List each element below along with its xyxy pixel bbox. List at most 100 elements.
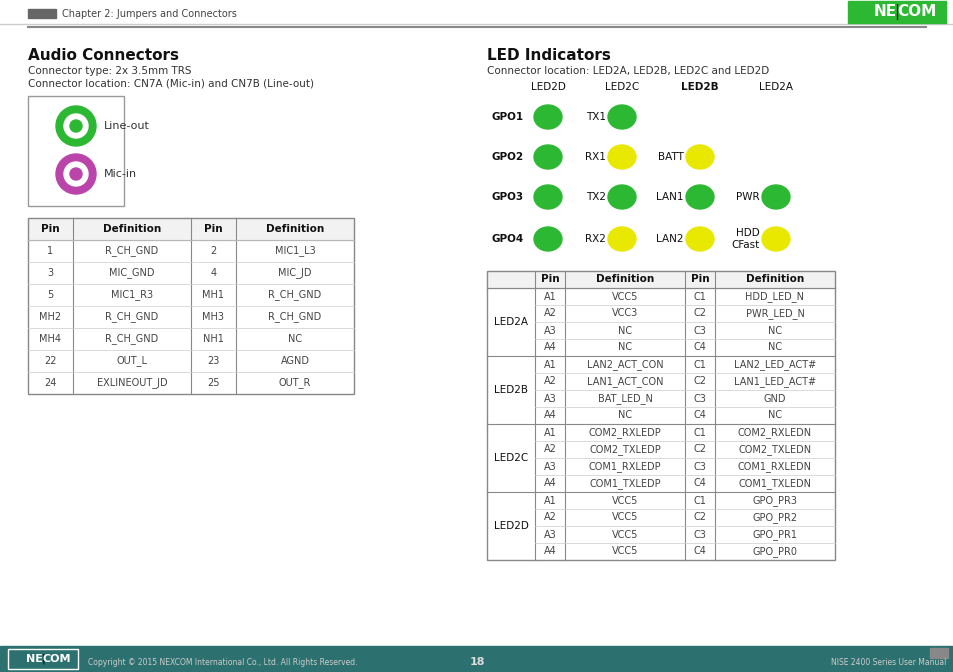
Text: NH1: NH1 [203,334,224,344]
Text: GPO2: GPO2 [492,152,523,162]
Text: A4: A4 [543,411,556,421]
Circle shape [64,114,88,138]
Text: VCC5: VCC5 [611,546,638,556]
Text: LED Indicators: LED Indicators [486,48,610,63]
Text: COM2_TXLEDP: COM2_TXLEDP [589,444,660,455]
Text: GPO_PR0: GPO_PR0 [752,546,797,557]
Text: MH3: MH3 [202,312,224,322]
Circle shape [56,106,96,146]
Text: VCC5: VCC5 [611,513,638,523]
Bar [486,271,834,560]
Text: 4: 4 [211,268,216,278]
Bar [8,649,78,669]
Text: GPO4: GPO4 [492,234,524,244]
Text: A2: A2 [543,444,556,454]
Text: LED2B: LED2B [494,385,527,395]
Text: A4: A4 [543,343,556,353]
Text: C1: C1 [693,495,706,505]
Bar [28,96,124,206]
Circle shape [56,154,96,194]
Text: A4: A4 [543,546,556,556]
Bar [28,218,354,240]
Text: A1: A1 [543,360,556,370]
Text: LED2A: LED2A [494,317,527,327]
Text: R_CH_GND: R_CH_GND [268,312,321,323]
Circle shape [64,162,88,186]
Text: C4: C4 [693,343,706,353]
Text: MIC1_L3: MIC1_L3 [274,245,315,257]
Text: C2: C2 [693,376,706,386]
Text: MH4: MH4 [39,334,61,344]
Text: NE: NE [26,654,43,664]
Text: COM2_TXLEDN: COM2_TXLEDN [738,444,811,455]
Text: NC: NC [618,343,632,353]
Text: GPO_PR1: GPO_PR1 [752,529,797,540]
Ellipse shape [534,185,561,209]
Text: Pin: Pin [690,274,709,284]
Text: LAN1_ACT_CON: LAN1_ACT_CON [586,376,662,387]
Text: GND: GND [763,394,785,403]
Ellipse shape [607,105,636,129]
Text: LAN2_LED_ACT#: LAN2_LED_ACT# [733,359,815,370]
Text: TX1: TX1 [585,112,605,122]
Text: Pin: Pin [204,224,223,234]
Ellipse shape [534,227,561,251]
Ellipse shape [761,185,789,209]
Text: Line-out: Line-out [104,121,150,131]
Bar [8,649,78,669]
Text: A3: A3 [543,462,556,472]
Text: PWR: PWR [736,192,760,202]
Text: A2: A2 [543,513,556,523]
Text: COM1_TXLEDN: COM1_TXLEDN [738,478,811,489]
Text: A1: A1 [543,292,556,302]
Text: NC: NC [618,411,632,421]
Text: R_CH_GND: R_CH_GND [105,245,158,257]
Text: AGND: AGND [280,356,309,366]
Text: HDD_LED_N: HDD_LED_N [744,291,803,302]
Text: 3: 3 [48,268,53,278]
Text: NC: NC [618,325,632,335]
Text: COM2_RXLEDP: COM2_RXLEDP [588,427,660,438]
Ellipse shape [534,105,561,129]
Text: Definition: Definition [596,274,654,284]
Text: A2: A2 [543,376,556,386]
Text: TX2: TX2 [585,192,605,202]
Text: NISE 2400 Series User Manual: NISE 2400 Series User Manual [830,658,945,667]
Text: VCC3: VCC3 [611,308,638,319]
Bar [929,648,947,658]
Text: OUT_R: OUT_R [278,378,311,388]
Text: PWR_LED_N: PWR_LED_N [745,308,803,319]
Text: |: | [41,654,45,664]
Text: C2: C2 [693,513,706,523]
Text: A3: A3 [543,530,556,540]
Text: Chapter 2: Jumpers and Connectors: Chapter 2: Jumpers and Connectors [62,9,236,19]
Text: C4: C4 [693,411,706,421]
Text: GPO_PR3: GPO_PR3 [752,495,797,506]
Text: MIC_JD: MIC_JD [278,267,312,278]
Text: C2: C2 [693,308,706,319]
Text: Copyright © 2015 NEXCOM International Co., Ltd. All Rights Reserved.: Copyright © 2015 NEXCOM International Co… [88,658,357,667]
Text: OUT_L: OUT_L [116,355,148,366]
Text: NC: NC [767,411,781,421]
Text: A3: A3 [543,394,556,403]
Ellipse shape [685,145,713,169]
Text: COM2_RXLEDN: COM2_RXLEDN [738,427,811,438]
Text: 18: 18 [469,657,484,667]
Text: Connector location: LED2A, LED2B, LED2C and LED2D: Connector location: LED2A, LED2B, LED2C … [486,66,768,76]
Text: MIC_GND: MIC_GND [110,267,154,278]
Text: C4: C4 [693,478,706,489]
Text: C3: C3 [693,325,706,335]
Text: 2: 2 [211,246,216,256]
Text: Connector type: 2x 3.5mm TRS: Connector type: 2x 3.5mm TRS [28,66,192,76]
Bar [847,1,945,23]
Text: MIC1_R3: MIC1_R3 [111,290,152,300]
Bar [0,0,953,24]
Bar [486,271,834,288]
Text: HDD
CFast: HDD CFast [731,228,760,250]
Text: LAN2: LAN2 [656,234,683,244]
Text: C4: C4 [693,546,706,556]
Text: COM1_RXLEDN: COM1_RXLEDN [738,461,811,472]
Text: LED2C: LED2C [494,453,528,463]
Text: COM: COM [896,5,935,19]
Text: C1: C1 [693,427,706,437]
